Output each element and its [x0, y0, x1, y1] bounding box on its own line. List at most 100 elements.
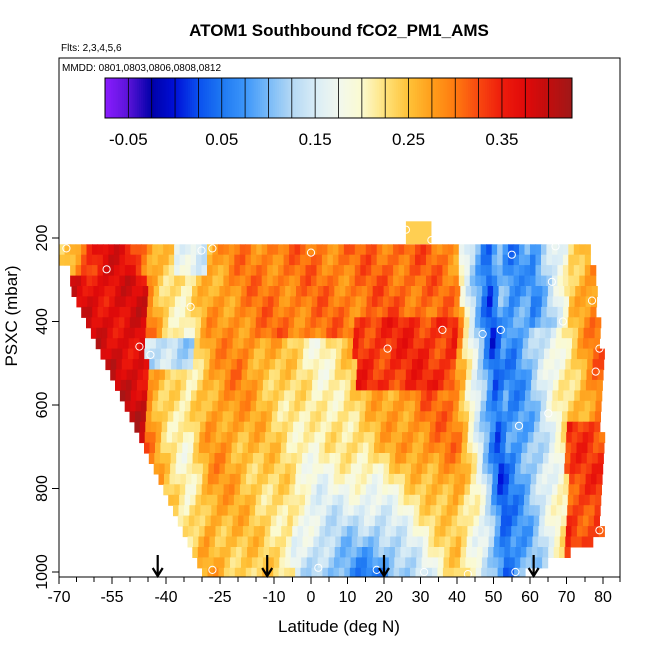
heatmap-cell [168, 484, 175, 496]
heatmap-cell [491, 244, 498, 256]
heatmap-cell [124, 265, 131, 277]
heatmap-cell [139, 421, 146, 433]
y-tick-label: 1000 [34, 554, 51, 590]
heatmap-cell [508, 275, 515, 287]
heatmap-cell [438, 557, 445, 569]
heatmap-cell [350, 296, 357, 308]
heatmap-cell [424, 327, 431, 339]
heatmap-cell [416, 557, 423, 569]
heatmap-cell [439, 536, 446, 548]
heatmap-cell [398, 400, 405, 412]
colorbar-segment [569, 78, 573, 118]
heatmap-cell [88, 286, 95, 297]
heatmap-cell [493, 547, 500, 558]
heatmap-cell [338, 306, 345, 318]
heatmap-cell [274, 547, 281, 558]
heatmap-cell [153, 296, 160, 308]
heatmap-cell [566, 338, 573, 350]
colorbar-segment [489, 78, 492, 118]
heatmap-cell [457, 327, 464, 339]
heatmap-cell [448, 484, 455, 496]
heatmap-cell [288, 327, 295, 339]
heatmap-cell [265, 515, 272, 527]
colorbar-segment [242, 78, 246, 118]
heatmap-cell [199, 338, 206, 350]
heatmap-cell [444, 359, 451, 371]
heatmap-cell [480, 265, 487, 277]
heatmap-cell [359, 505, 366, 517]
heatmap-cell [497, 390, 504, 402]
heatmap-cell [188, 338, 195, 350]
heatmap-cell [277, 411, 284, 423]
x-tick-label: -10 [262, 589, 285, 606]
heatmap-cell [178, 505, 185, 517]
heatmap-cell [426, 265, 433, 277]
sample-marker [208, 244, 217, 253]
heatmap-cell [541, 390, 548, 402]
heatmap-cell [212, 567, 219, 577]
heatmap-cell [311, 296, 318, 308]
heatmap-cell [188, 348, 195, 360]
heatmap-cell [448, 473, 455, 485]
heatmap-cell [493, 463, 500, 475]
heatmap-cell [169, 390, 176, 402]
heatmap-cell [492, 567, 499, 577]
heatmap-cell [303, 515, 310, 527]
heatmap-cell [548, 536, 555, 548]
heatmap-cell [300, 296, 307, 308]
colorbar-segment [327, 78, 331, 118]
heatmap-cell [226, 348, 233, 360]
heatmap-cell [498, 379, 505, 391]
heatmap-cell [507, 494, 514, 506]
heatmap-cell [154, 369, 161, 381]
heatmap-cell [459, 306, 466, 318]
heatmap-cell [491, 484, 498, 496]
heatmap-cell [312, 369, 319, 381]
heatmap-cell [484, 421, 491, 433]
heatmap-cell [430, 421, 437, 433]
heatmap-cell [153, 379, 160, 391]
heatmap-cell [322, 484, 329, 496]
colorbar-segment [361, 78, 365, 118]
heatmap-cell [546, 484, 553, 496]
heatmap-cell [168, 494, 175, 506]
y-tick-label: 800 [34, 475, 51, 502]
heatmap-cell [234, 244, 241, 256]
heatmap-cell [323, 369, 330, 381]
heatmap-cell [392, 411, 399, 423]
heatmap-cell [435, 327, 442, 339]
heatmap-cell [527, 348, 534, 360]
heatmap-cell [493, 453, 500, 464]
heatmap-cell [511, 526, 518, 538]
heatmap-cell [382, 306, 389, 318]
heatmap-cell [207, 296, 214, 308]
heatmap-cell [163, 254, 170, 266]
heatmap-cell [484, 515, 491, 527]
heatmap-cell [180, 473, 187, 485]
heatmap-cell [421, 473, 428, 485]
heatmap-cell [279, 547, 286, 558]
heatmap-cell [454, 286, 461, 297]
heatmap-cell [126, 379, 133, 391]
heatmap-cell [436, 265, 443, 277]
heatmap-cell [552, 390, 559, 402]
colorbar-segment [234, 78, 238, 118]
heatmap-cell [432, 296, 439, 308]
heatmap-cell [308, 348, 315, 360]
heatmap-cell [421, 567, 428, 577]
heatmap-cell [264, 526, 271, 538]
heatmap-cell [440, 432, 447, 444]
heatmap-cell [412, 442, 419, 454]
heatmap-cell [387, 275, 394, 287]
heatmap-cell [530, 484, 537, 496]
heatmap-cell [234, 306, 241, 318]
heatmap-cell [373, 536, 380, 548]
heatmap-cell [235, 379, 242, 391]
heatmap-cell [449, 547, 456, 558]
heatmap-cell [466, 359, 473, 371]
heatmap-cell [533, 515, 540, 527]
heatmap-cell [497, 306, 504, 318]
heatmap-cell [324, 442, 331, 454]
heatmap-cell [575, 453, 582, 464]
heatmap-cell [598, 442, 605, 454]
